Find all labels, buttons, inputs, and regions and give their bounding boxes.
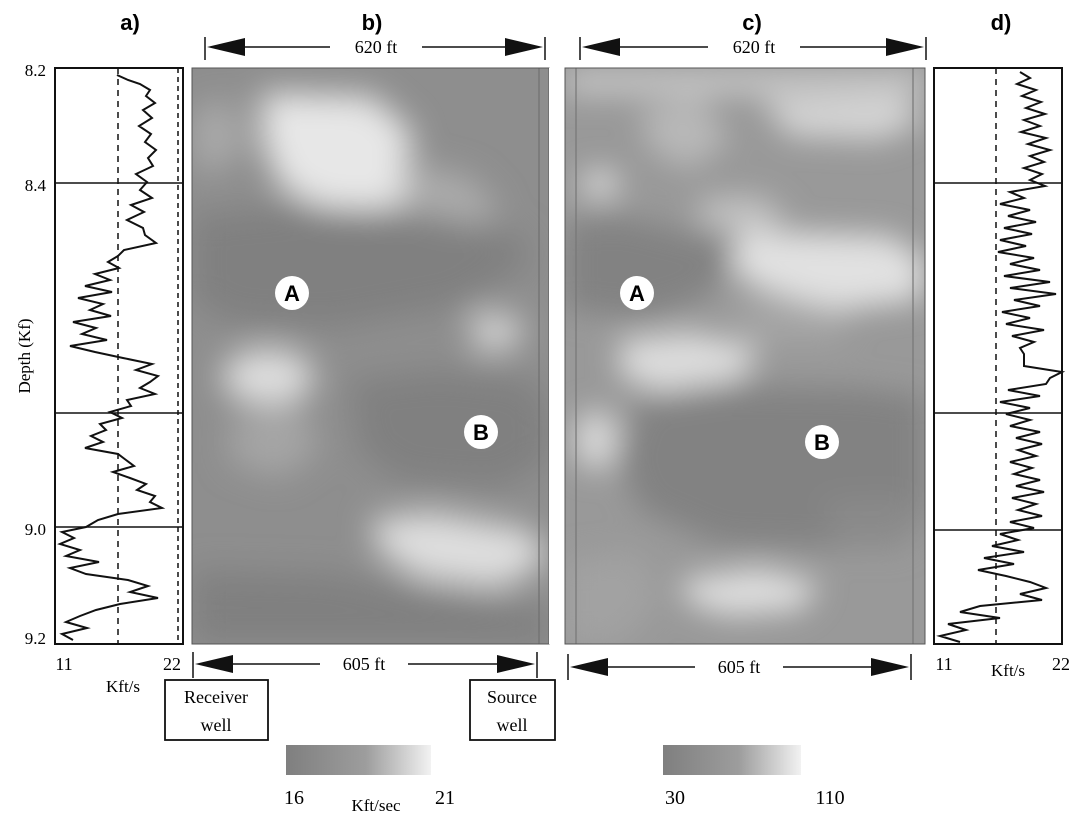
log-right-trace <box>936 71 1066 643</box>
tomogram-panel-c: A B 620 ft 605 ft <box>564 37 927 680</box>
colorbar-c-gradient <box>663 745 801 775</box>
log-left-trace <box>57 74 166 641</box>
span-bottom-b: 605 ft <box>192 652 538 678</box>
span-top-b: 620 ft <box>204 37 546 60</box>
source-well-box: Source well <box>469 679 556 741</box>
colorbar-b-min: 16 <box>284 787 304 809</box>
colorbar-b: 16 Kft/sec 21 <box>284 745 455 814</box>
colorbar-c-max: 110 <box>815 787 844 809</box>
receiver-well-box: Receiver well <box>164 679 269 741</box>
span-bottom-c: 605 ft <box>567 654 912 680</box>
span-top-c-label: 620 ft <box>733 37 776 57</box>
panel-label-c: c) <box>742 10 762 35</box>
span-top-c: 620 ft <box>579 37 927 60</box>
span-top-b-label: 620 ft <box>355 37 398 57</box>
panel-label-a: a) <box>120 10 140 35</box>
receiver-well-line2: well <box>201 715 232 735</box>
source-well-line2: well <box>497 715 528 735</box>
panel-label-d: d) <box>991 10 1012 35</box>
colorbar-b-gradient <box>286 745 431 775</box>
svg-text:A: A <box>629 281 645 306</box>
depth-axis-label: Depth (Kf) <box>15 318 34 393</box>
svg-text:A: A <box>284 281 300 306</box>
colorbar-b-unit: Kft/sec <box>351 796 401 814</box>
depth-tick-8-4: 8.4 <box>25 176 47 195</box>
depth-tick-9-2: 9.2 <box>25 629 46 648</box>
svg-text:B: B <box>814 430 830 455</box>
span-bottom-c-label: 605 ft <box>718 657 761 677</box>
log-right-xmax: 22 <box>1052 654 1070 674</box>
depth-tick-8-2: 8.2 <box>25 61 46 80</box>
receiver-well-line1: Receiver <box>184 687 248 707</box>
marker-a-b: A <box>275 276 309 310</box>
log-left-xmin: 11 <box>55 654 72 674</box>
log-left-xmax: 22 <box>163 654 181 674</box>
tomogram-c-frame <box>564 67 926 645</box>
log-right-xmin: 11 <box>935 654 952 674</box>
log-panel-left: 8.2 8.4 9.0 9.2 Depth (Kf) 11 22 Kft/s <box>15 61 184 696</box>
log-left-unit: Kft/s <box>106 677 140 696</box>
log-right-frame <box>933 67 1063 645</box>
tomogram-panel-b: A B 620 ft 605 ft <box>191 37 553 678</box>
marker-b-c: B <box>805 425 839 459</box>
colorbar-b-max: 21 <box>435 787 455 809</box>
svg-text:B: B <box>473 420 489 445</box>
marker-a-c: A <box>620 276 654 310</box>
source-well-line1: Source <box>487 687 537 707</box>
depth-tick-9-0: 9.0 <box>25 520 46 539</box>
colorbar-c-min: 30 <box>665 787 685 809</box>
marker-b-b: B <box>464 415 498 449</box>
log-right-unit: Kft/s <box>991 661 1025 680</box>
panel-label-b: b) <box>362 10 383 35</box>
colorbar-c: 30 110 <box>663 745 845 809</box>
log-panel-right: 11 22 Kft/s <box>933 67 1070 680</box>
span-bottom-b-label: 605 ft <box>343 654 386 674</box>
